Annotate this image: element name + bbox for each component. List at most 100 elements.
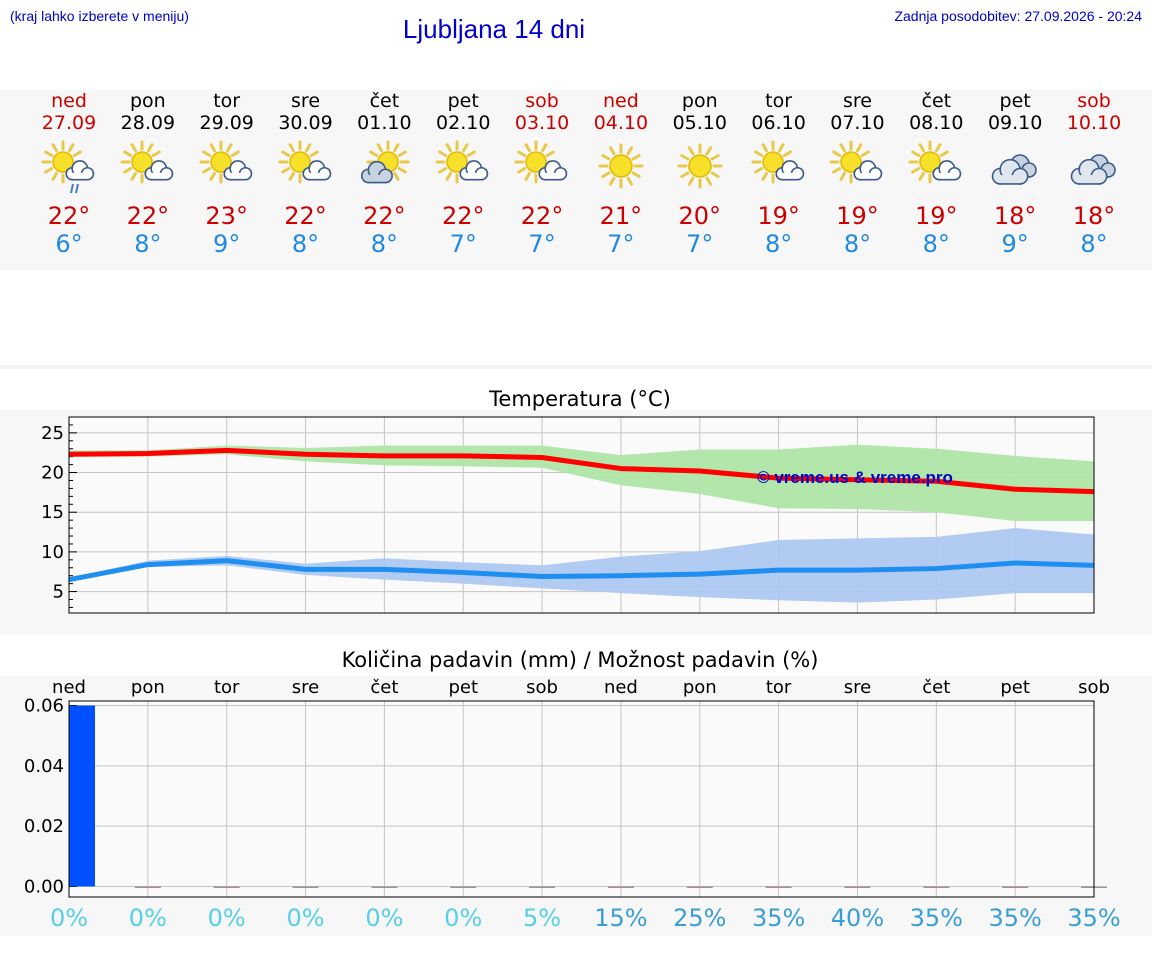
cloud-shape	[301, 160, 331, 181]
day-date: 02.10	[436, 112, 491, 134]
max-temperature: 22°	[126, 202, 170, 230]
cloud-shape	[1070, 158, 1108, 185]
cloud-shape	[538, 160, 568, 181]
day-name: tor	[213, 90, 241, 112]
precipitation-probability: 0%	[444, 904, 483, 932]
max-temperature: 20°	[678, 202, 722, 230]
day-column: tor 06.10 19° 8°	[739, 90, 819, 258]
min-temperature: 7°	[607, 230, 635, 258]
min-temperature: 8°	[843, 230, 872, 258]
y-tick-label: 20	[41, 463, 64, 484]
sun-cloud-icon	[908, 140, 962, 184]
x-day-label: sre	[844, 677, 871, 698]
min-temperature: 7°	[449, 230, 477, 258]
precipitation-probability: 15%	[594, 904, 648, 932]
x-day-label: pet	[1000, 677, 1030, 698]
max-temperature: 19°	[757, 202, 800, 230]
plot-frame	[68, 416, 1095, 614]
precipitation-chart: ned pon tor sre čet pet sob ned pon tor sre čet pet s…	[24, 677, 1110, 898]
min-temperature: 9°	[213, 230, 241, 258]
min-temperature: 6°	[55, 230, 83, 258]
y-tick-label: 5	[53, 582, 64, 603]
day-column: ned 27.09 22° 6°	[29, 90, 109, 258]
cloud-shape	[144, 160, 174, 181]
watermark: © vreme.us & vreme.pro	[757, 468, 953, 487]
min-temperature: 7°	[528, 230, 556, 258]
series-line	[68, 447, 1095, 495]
precipitation-bar	[450, 886, 477, 888]
max-temperature: 23°	[205, 202, 248, 230]
rain-drops	[70, 183, 79, 194]
day-name: pon	[681, 90, 718, 112]
max-temperature: 22°	[47, 202, 91, 230]
x-day-label: sob	[1078, 677, 1110, 698]
day-column: sob 10.10 18° 8°	[1054, 90, 1134, 258]
sun-shape	[598, 143, 644, 189]
sun-cloud-icon	[751, 140, 804, 184]
precipitation-bar	[134, 886, 161, 888]
day-date: 29.09	[199, 112, 254, 134]
sun-icon	[677, 143, 723, 189]
day-name: pet	[447, 90, 479, 112]
range-band	[69, 444, 1094, 521]
x-day-label: pon	[131, 677, 165, 698]
day-date: 30.09	[278, 112, 333, 134]
sun-cloud-icon	[829, 140, 883, 184]
range-band	[69, 528, 1094, 603]
max-temperature: 18°	[993, 202, 1037, 230]
max-temperature: 18°	[1072, 202, 1116, 230]
cloud-shape	[932, 160, 962, 181]
precipitation-bar	[844, 886, 871, 888]
cloudy-icon	[1070, 154, 1116, 185]
day-date: 04.10	[593, 112, 649, 134]
precipitation-probability: 0%	[207, 904, 246, 932]
x-day-label: pet	[448, 677, 478, 698]
precipitation-bar	[765, 886, 792, 888]
y-tick-label: 25	[41, 423, 64, 444]
y-tick-label: 0.02	[24, 816, 64, 837]
x-day-label: pon	[683, 677, 717, 698]
cloud-shape	[361, 160, 394, 184]
x-day-label: čet	[370, 677, 398, 698]
day-date: 10.10	[1066, 112, 1122, 134]
precipitation-probability: 25%	[673, 904, 727, 932]
precipitation-probability: 0%	[49, 904, 89, 932]
y-tick-label: 0.06	[24, 696, 64, 717]
divider	[0, 365, 1152, 369]
y-tick-label: 0.00	[24, 876, 64, 897]
precipitation-probability: 0%	[286, 904, 325, 932]
day-column: pet 02.10 22° 7°	[423, 90, 503, 258]
sun-cloud-icon	[120, 140, 174, 184]
day-column: ned 04.10 21° 7°	[581, 90, 661, 258]
x-day-label: sob	[526, 677, 558, 698]
precipitation-bar	[292, 886, 319, 888]
x-day-label: ned	[604, 677, 638, 698]
min-temperature: 8°	[1080, 230, 1108, 258]
day-date: 05.10	[672, 112, 727, 134]
day-name: sre	[842, 90, 872, 112]
precipitation-bar	[1002, 886, 1029, 888]
precipitation-probability: 35%	[751, 904, 806, 932]
max-temperature: 19°	[915, 202, 958, 230]
day-column: sre 07.10 19° 8°	[817, 90, 897, 258]
day-date: 08.10	[909, 112, 964, 134]
day-date: 06.10	[751, 112, 806, 134]
min-temperature: 8°	[291, 230, 320, 258]
precipitation-bar	[686, 886, 713, 888]
cloud-shape	[459, 160, 489, 181]
day-name: tor	[765, 90, 793, 112]
cloud-shape	[65, 160, 95, 181]
min-temperature: 8°	[134, 230, 162, 258]
plot-area	[69, 701, 1094, 897]
location-hint: (kraj lahko izberete v meniju)	[10, 8, 189, 24]
cloud-shape	[775, 160, 804, 181]
day-name: pet	[999, 90, 1031, 112]
day-column: tor 29.09 23° 9°	[187, 90, 267, 258]
x-day-label: tor	[214, 677, 240, 698]
sun-cloud-icon	[435, 140, 489, 184]
min-temperature: 7°	[686, 230, 714, 258]
day-name: sob	[1077, 90, 1111, 112]
x-day-label: čet	[922, 677, 950, 698]
day-column: pon 28.09 22° 8°	[108, 90, 188, 258]
precipitation-probability: 5%	[523, 904, 562, 932]
